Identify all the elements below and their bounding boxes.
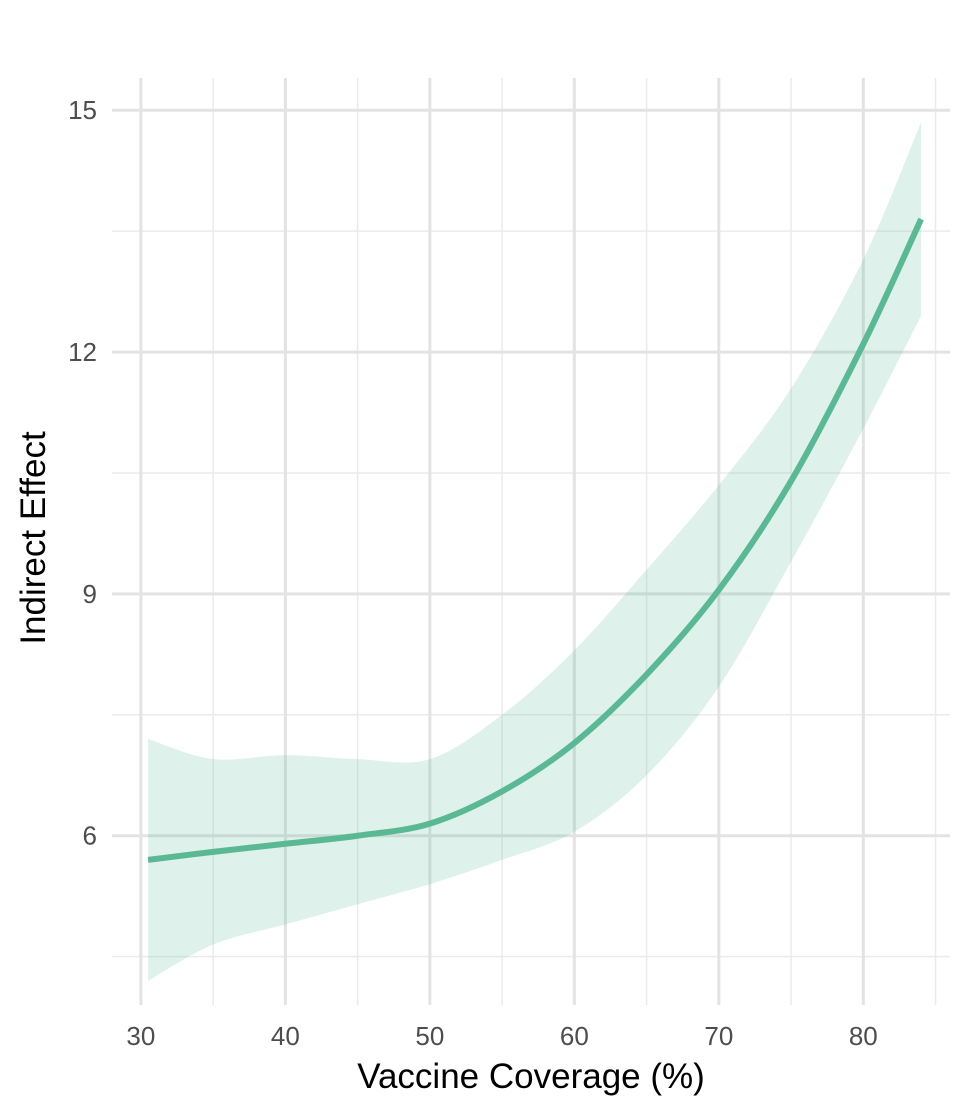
y-tick-label: 15 — [68, 95, 97, 125]
confidence-band — [148, 122, 922, 981]
y-tick-label: 12 — [68, 337, 97, 367]
x-tick-labels: 30 40 50 60 70 80 — [126, 1021, 877, 1051]
x-tick-label: 50 — [415, 1021, 444, 1051]
x-axis-title: Vaccine Coverage (%) — [357, 1057, 705, 1096]
x-tick-label: 30 — [126, 1021, 155, 1051]
y-tick-label: 9 — [83, 579, 97, 609]
major-gridlines — [112, 78, 950, 1005]
x-tick-label: 60 — [560, 1021, 589, 1051]
confidence-band-layer — [148, 122, 922, 981]
y-tick-labels: 6 9 12 15 — [68, 95, 97, 850]
x-tick-label: 80 — [849, 1021, 878, 1051]
series-line-layer — [147, 217, 924, 863]
x-tick-label: 70 — [704, 1021, 733, 1051]
y-axis-title: Indirect Effect — [14, 431, 53, 645]
minor-gridlines — [112, 78, 950, 1005]
x-tick-label: 40 — [271, 1021, 300, 1051]
y-tick-label: 6 — [83, 821, 97, 851]
trend-line — [147, 217, 924, 863]
